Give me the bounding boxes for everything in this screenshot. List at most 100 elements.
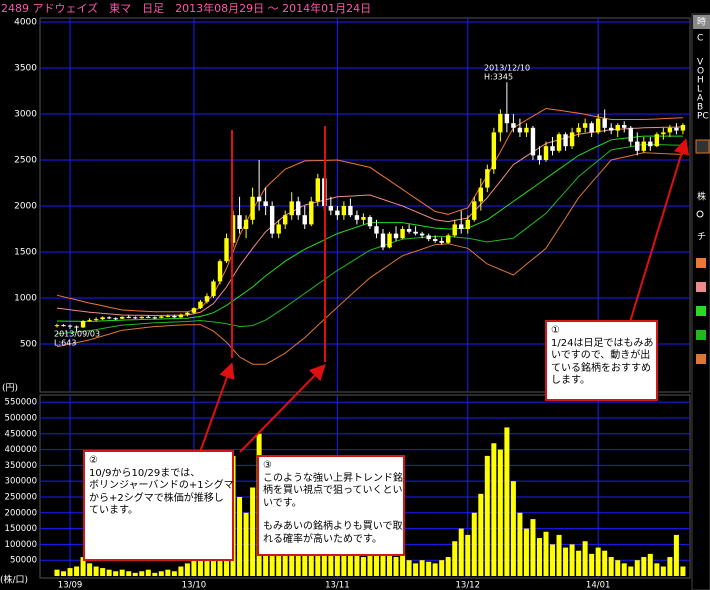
legend-swatch	[696, 282, 706, 292]
note-line: いです。	[263, 497, 302, 509]
labels: 500 1000 1500 2000 2500 3000 3500 4000 50000 1000…	[5, 18, 611, 590]
candle-body	[139, 316, 144, 319]
candle-body	[289, 201, 294, 216]
side-label: PC	[697, 112, 709, 122]
candle-body	[491, 132, 497, 170]
volume-bar	[380, 541, 386, 576]
y-tick-label: 2500	[14, 156, 37, 166]
volume-bar	[54, 569, 60, 576]
candle-body	[406, 229, 412, 232]
candle-body	[543, 146, 549, 160]
volume-tick-label: 100000	[5, 540, 37, 550]
volume-bar	[413, 563, 419, 576]
volume-bar	[387, 547, 393, 576]
note-box: ③ このような強い上昇トレンド銘 柄を買い視点で狙っていくとい いです。 もみあいの銘柄…	[257, 455, 405, 556]
point-label: 2013/12/10	[484, 64, 530, 73]
side-label: 時	[697, 17, 706, 28]
candle-body	[328, 206, 334, 211]
band-line	[56, 152, 683, 365]
candle-body	[400, 229, 405, 239]
volume-bar	[582, 541, 588, 576]
band-line	[56, 143, 683, 335]
arrow	[199, 362, 235, 453]
volume-bar	[347, 544, 353, 576]
side-icon	[695, 139, 710, 154]
volume-tick-label: 450000	[5, 429, 37, 439]
candle-body	[256, 196, 262, 202]
candle-body	[263, 201, 268, 206]
price-unit: (円)	[2, 383, 18, 394]
volume-bar	[445, 557, 451, 576]
candle-body	[609, 127, 614, 131]
side-label: C	[697, 34, 703, 44]
note-box: ② 10/9から10/29までは、 ボリンジャーバンドの+1シグマ から+2シグマで株…	[83, 450, 234, 561]
note-line: このような強い上昇トレンド銘	[263, 472, 403, 484]
note-line: ③	[263, 460, 272, 471]
volume-bar	[576, 550, 582, 576]
y-tick-label: 3500	[14, 64, 37, 74]
candle-body	[641, 141, 646, 151]
note-line: ています。	[89, 505, 138, 516]
note-line: ①	[551, 325, 560, 336]
note-line: ②	[89, 455, 98, 466]
note-line: もみあいの銘柄よりも買いで取	[263, 521, 403, 532]
volume-bar	[178, 566, 184, 576]
volume-bar	[517, 512, 523, 576]
volume-bar	[667, 557, 673, 576]
candle-body	[191, 308, 197, 313]
band-line	[56, 107, 683, 313]
note-box: ① 1/24は日足ではもみあ いですので、動きが出 ている銘柄をおすすめ します。	[545, 320, 658, 401]
candle-body	[472, 201, 477, 220]
volume-bar	[602, 550, 608, 576]
candle-body	[269, 206, 275, 234]
x-tick-label: 13/12	[456, 581, 481, 590]
candle-body	[204, 296, 210, 302]
candle-body	[302, 215, 307, 225]
side-label: L	[697, 85, 702, 95]
volume-bar	[87, 563, 93, 576]
x-tick-label: 13/09	[58, 581, 83, 590]
y-tick-label: 2000	[14, 202, 37, 212]
candle-body	[387, 233, 392, 248]
candle-body	[582, 123, 588, 128]
candle-body	[87, 320, 92, 322]
volume-bar	[93, 566, 99, 576]
candle-body	[335, 210, 340, 216]
candle-body	[341, 206, 347, 216]
side-label: H	[697, 76, 704, 86]
candle-body	[537, 155, 542, 160]
volume-bar	[608, 557, 614, 576]
candle-body	[54, 325, 60, 327]
candle-body	[100, 317, 105, 320]
volume-tick-label: 50000	[10, 556, 37, 566]
volume-bar	[680, 566, 686, 576]
volume-bar	[243, 512, 249, 576]
candle-body	[517, 127, 523, 133]
volume-tick-label: 300000	[5, 477, 37, 487]
volume-bar	[302, 541, 308, 576]
candle-body	[354, 215, 360, 220]
candle-body	[661, 132, 666, 135]
note-line: 1/24は日足ではもみあ	[551, 337, 654, 349]
volume-bar	[556, 534, 562, 576]
volume-bar	[510, 481, 516, 576]
volume-bar	[113, 571, 119, 576]
volume-bar	[158, 571, 164, 576]
arrow	[629, 138, 690, 323]
volume-bar	[465, 534, 471, 576]
legend-swatch	[696, 354, 706, 364]
volume-bar	[184, 563, 190, 576]
note-line: します。	[551, 375, 590, 386]
side-label: 株	[697, 191, 706, 203]
candle-body	[459, 224, 464, 229]
volume-bar	[458, 528, 464, 576]
volume-bar	[328, 541, 334, 576]
volume-bar	[61, 571, 67, 576]
legend-swatch	[696, 306, 706, 316]
volume-bar	[373, 550, 379, 576]
volume-bar	[432, 563, 438, 576]
side-label: チ	[697, 232, 706, 243]
candle-body	[563, 134, 568, 147]
volume-bar	[334, 547, 340, 576]
side-panel	[691, 13, 710, 590]
